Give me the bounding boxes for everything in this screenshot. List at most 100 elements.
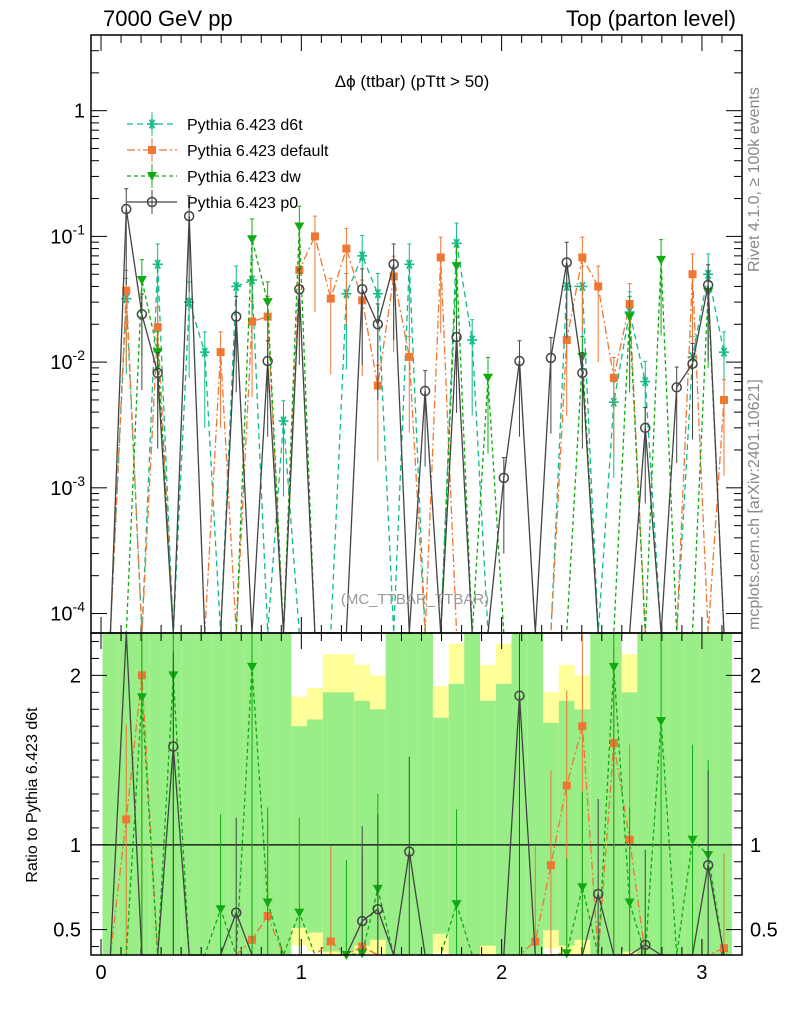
data-point [577, 367, 588, 379]
ratio-band-1sigma [307, 719, 323, 933]
data-point [594, 282, 603, 291]
ratio-band-1sigma [464, 633, 481, 955]
legend-label: Pythia 6.423 d6t [187, 117, 303, 134]
series-line [109, 209, 725, 634]
ratio-point [262, 898, 273, 908]
series-0 [109, 222, 729, 634]
series-line [109, 243, 725, 634]
ratio-y-tick-label-right: 1 [750, 835, 761, 857]
main-y-tick-exponent: -2 [73, 347, 86, 363]
data-point [199, 347, 210, 358]
legend-marker [146, 196, 158, 208]
ratio-band-1sigma [196, 633, 213, 955]
ratio-point [122, 815, 131, 824]
ratio-y-tick-label-right: 2 [750, 665, 761, 687]
legend-label: Pythia 6.423 p0 [187, 195, 298, 212]
legend-label: Pythia 6.423 default [187, 143, 329, 160]
data-point [294, 222, 305, 232]
data-point [310, 232, 319, 241]
ratio-point [640, 939, 651, 951]
ratio-point [356, 915, 368, 927]
ratio-band-1sigma [432, 717, 449, 934]
data-point [183, 210, 195, 222]
ratio-band-1sigma [181, 633, 198, 955]
legend-item: Pythia 6.423 default [127, 138, 329, 162]
legend-marker [147, 172, 157, 181]
data-point [230, 311, 242, 322]
data-point [561, 257, 572, 268]
ratio-point [719, 944, 728, 953]
data-point [342, 244, 351, 253]
ratio-band-1sigma [417, 633, 434, 955]
ratio-y-tick-label-left: 1 [70, 835, 81, 857]
data-point [609, 373, 618, 382]
header-left-label: 7000 GeV pp [103, 6, 233, 31]
x-tick-label: 0 [95, 962, 106, 984]
data-point [122, 286, 131, 295]
x-tick-label: 2 [496, 962, 507, 984]
data-point [436, 253, 445, 262]
ratio-y-tick-label-right: 0.5 [750, 920, 778, 942]
ratio-point [230, 907, 242, 918]
ratio-y-tick-label-left: 0.5 [53, 920, 81, 942]
data-point [248, 317, 257, 326]
data-point [216, 348, 225, 357]
data-point [152, 367, 163, 379]
data-point [294, 283, 305, 295]
ratio-point [577, 883, 588, 893]
legend-label: Pythia 6.423 dw [187, 169, 301, 186]
ratio-band-1sigma [275, 633, 292, 955]
data-point [671, 382, 682, 393]
legend-marker [148, 146, 156, 154]
ratio-point [592, 888, 604, 900]
ratio-band-1sigma [527, 633, 544, 955]
data-point [136, 309, 148, 320]
ratio-point [247, 662, 258, 672]
main-y-tick-exponent: -3 [73, 473, 86, 489]
data-point [136, 275, 147, 285]
main-y-tick-label: 10-3 [50, 473, 85, 500]
main-plot-series [109, 188, 729, 634]
data-point [405, 352, 414, 361]
ratio-point [168, 741, 179, 752]
ratio-point [531, 937, 540, 946]
legend-item: Pythia 6.423 dw [127, 164, 301, 188]
ratio-band-1sigma [495, 683, 512, 955]
data-point [451, 331, 462, 343]
data-point [152, 259, 163, 270]
ratio-point [514, 690, 525, 701]
ratio-band-1sigma [480, 700, 496, 946]
ratio-point [404, 846, 415, 857]
data-point [451, 262, 462, 272]
data-point [514, 355, 525, 367]
legend-item: Pythia 6.423 p0 [127, 190, 298, 214]
data-point [278, 416, 289, 427]
ratio-band-1sigma [716, 633, 732, 955]
data-point [357, 250, 368, 261]
plot-frames [90, 34, 743, 956]
data-point [404, 259, 415, 270]
data-point [656, 255, 667, 265]
series-line [109, 234, 725, 634]
ratio-point [451, 900, 462, 910]
analysis-watermark: (MC_TTBAR_TTBAR) [341, 591, 489, 608]
data-point [372, 288, 383, 299]
main-y-tick-label: 10-2 [50, 347, 85, 374]
ratio-band-1sigma [228, 633, 245, 955]
ratio-point [578, 722, 587, 731]
ratio-point [546, 861, 555, 870]
data-point [624, 312, 635, 322]
ratio-point [656, 717, 667, 727]
data-point [231, 281, 242, 292]
main-y-tick-exponent: -4 [73, 599, 86, 615]
ratio-point [326, 937, 335, 946]
data-point [262, 298, 273, 308]
main-y-tick-label: 10-4 [50, 599, 85, 626]
ratio-point [687, 835, 698, 845]
series-3 [109, 188, 725, 634]
ratio-band-1sigma [637, 633, 654, 955]
ratio-point [702, 859, 714, 871]
main-y-tick-label: 1 [74, 101, 85, 123]
ratio-point [562, 781, 571, 790]
